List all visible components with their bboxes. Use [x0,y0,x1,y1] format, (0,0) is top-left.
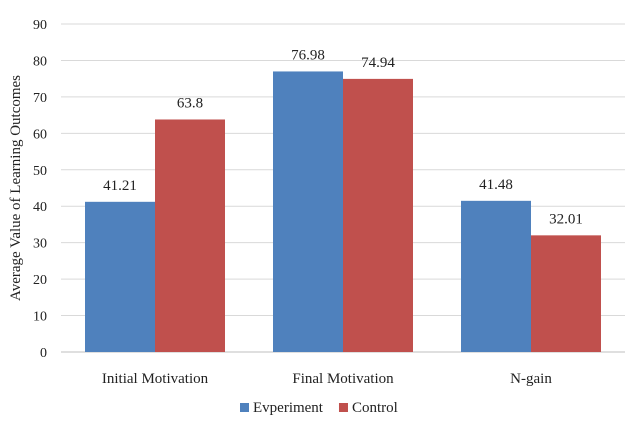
y-tick-label: 70 [33,91,47,106]
legend-label: Evperiment [253,400,324,416]
x-category-label: N-gain [510,371,552,387]
y-axis-tick-labels: 0 10 20 30 40 50 60 70 80 90 [33,18,47,361]
legend-swatch [338,403,348,412]
data-label: 41.48 [479,177,513,193]
legend-label: Control [352,400,398,416]
y-tick-label: 0 [40,346,47,361]
y-tick-label: 80 [33,54,47,69]
bar [461,200,531,352]
bars [85,71,601,353]
data-label: 41.21 [103,178,137,194]
y-tick-label: 50 [33,164,47,179]
x-category-label: Final Motivation [292,371,394,387]
bar [343,78,413,353]
x-category-label: Initial Motivation [102,371,209,387]
data-label: 63.8 [177,95,203,111]
data-label: 76.98 [291,47,325,63]
y-tick-label: 90 [33,18,47,33]
bar [155,119,225,353]
bar [85,201,155,352]
x-axis-category-labels: Initial Motivation Final Motivation N-gain [102,371,552,387]
data-labels: 41.21 63.8 76.98 74.94 41.48 32.01 [103,47,583,227]
legend: Evperiment Control [240,400,398,416]
bar [273,71,343,352]
y-tick-label: 60 [33,127,47,142]
y-tick-label: 40 [33,200,47,215]
bar [531,235,601,352]
y-tick-label: 20 [33,273,47,288]
y-tick-label: 10 [33,310,47,325]
data-label: 32.01 [549,211,583,227]
legend-swatch [240,403,249,412]
data-label: 74.94 [361,55,395,71]
y-axis-title: Average Value of Learning Outcomes [8,75,24,301]
y-tick-label: 30 [33,237,47,252]
